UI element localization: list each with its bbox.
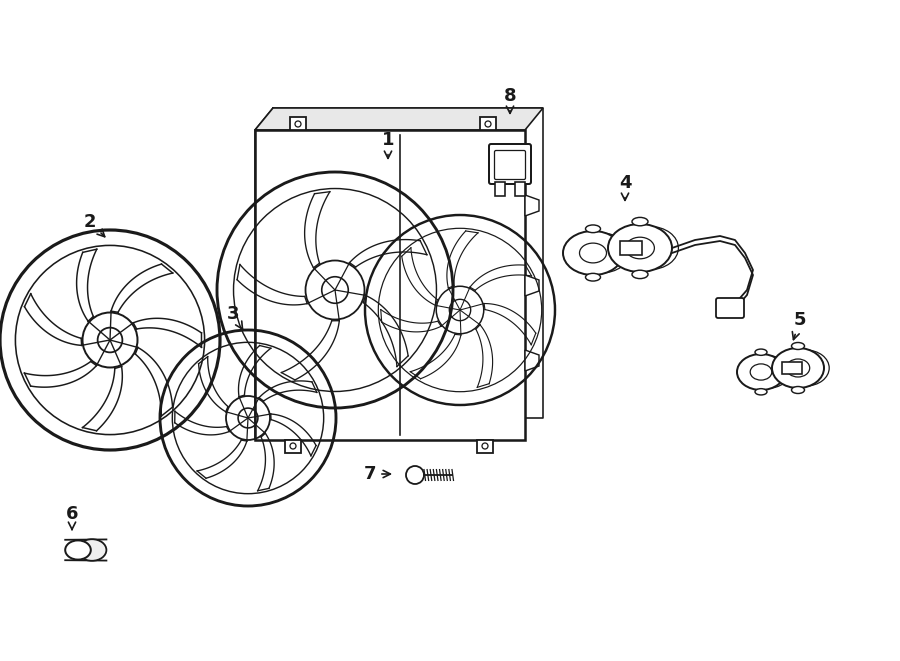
Ellipse shape [586,225,600,233]
Text: 1: 1 [382,131,394,159]
Ellipse shape [755,349,767,356]
Polygon shape [495,182,505,196]
Ellipse shape [737,354,785,390]
Ellipse shape [791,342,805,350]
Polygon shape [255,108,543,130]
Circle shape [406,466,424,484]
Polygon shape [525,275,539,296]
Ellipse shape [632,270,648,278]
Ellipse shape [755,389,767,395]
FancyBboxPatch shape [489,144,531,184]
Polygon shape [477,440,493,453]
Ellipse shape [632,217,648,226]
Text: 4: 4 [619,174,631,200]
Polygon shape [515,182,525,196]
Text: 3: 3 [227,305,243,329]
FancyBboxPatch shape [620,241,642,255]
Ellipse shape [586,274,600,281]
Ellipse shape [791,387,805,393]
Ellipse shape [65,541,91,560]
FancyBboxPatch shape [782,362,802,374]
Text: n: n [506,155,514,169]
Text: 5: 5 [792,311,806,340]
Text: 6: 6 [66,505,78,529]
Polygon shape [525,195,539,216]
Ellipse shape [563,231,623,275]
Polygon shape [255,108,273,440]
Polygon shape [525,350,539,371]
Ellipse shape [608,224,672,272]
Text: 2: 2 [84,213,104,237]
Polygon shape [285,440,301,453]
Ellipse shape [77,539,106,561]
Text: 7: 7 [364,465,391,483]
Ellipse shape [772,348,824,388]
Polygon shape [290,117,306,130]
Polygon shape [480,117,496,130]
FancyBboxPatch shape [716,298,744,318]
Text: 8: 8 [504,87,517,113]
Polygon shape [255,130,525,440]
